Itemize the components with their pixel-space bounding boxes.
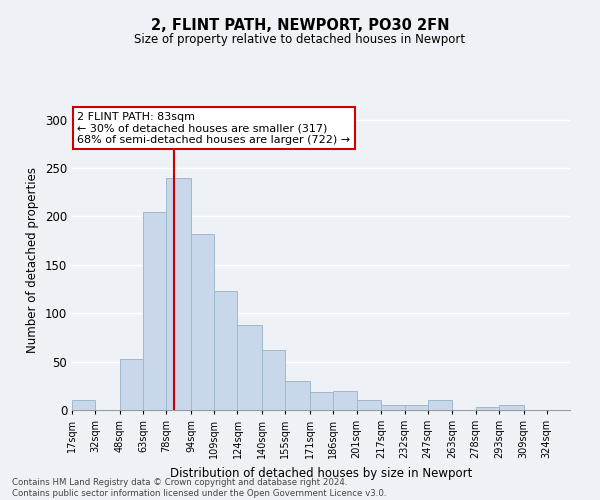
Bar — [286, 381, 310, 410]
Bar — [499, 405, 524, 410]
Bar — [334, 390, 356, 410]
Text: 2 FLINT PATH: 83sqm
← 30% of detached houses are smaller (317)
68% of semi-detac: 2 FLINT PATH: 83sqm ← 30% of detached ho… — [77, 112, 350, 144]
Bar — [262, 350, 286, 410]
Text: Contains HM Land Registry data © Crown copyright and database right 2024.
Contai: Contains HM Land Registry data © Crown c… — [12, 478, 386, 498]
Bar — [214, 291, 238, 410]
Bar — [238, 325, 262, 410]
Text: 2, FLINT PATH, NEWPORT, PO30 2FN: 2, FLINT PATH, NEWPORT, PO30 2FN — [151, 18, 449, 32]
Bar — [356, 400, 382, 410]
Bar — [404, 405, 428, 410]
Bar — [72, 400, 95, 410]
Bar — [143, 212, 166, 410]
Bar — [120, 358, 143, 410]
Bar — [310, 392, 334, 410]
Bar — [428, 400, 452, 410]
Bar — [476, 407, 499, 410]
X-axis label: Distribution of detached houses by size in Newport: Distribution of detached houses by size … — [170, 466, 472, 479]
Bar — [191, 234, 214, 410]
Bar — [382, 405, 404, 410]
Y-axis label: Number of detached properties: Number of detached properties — [26, 167, 40, 353]
Text: Size of property relative to detached houses in Newport: Size of property relative to detached ho… — [134, 32, 466, 46]
Bar — [166, 178, 191, 410]
